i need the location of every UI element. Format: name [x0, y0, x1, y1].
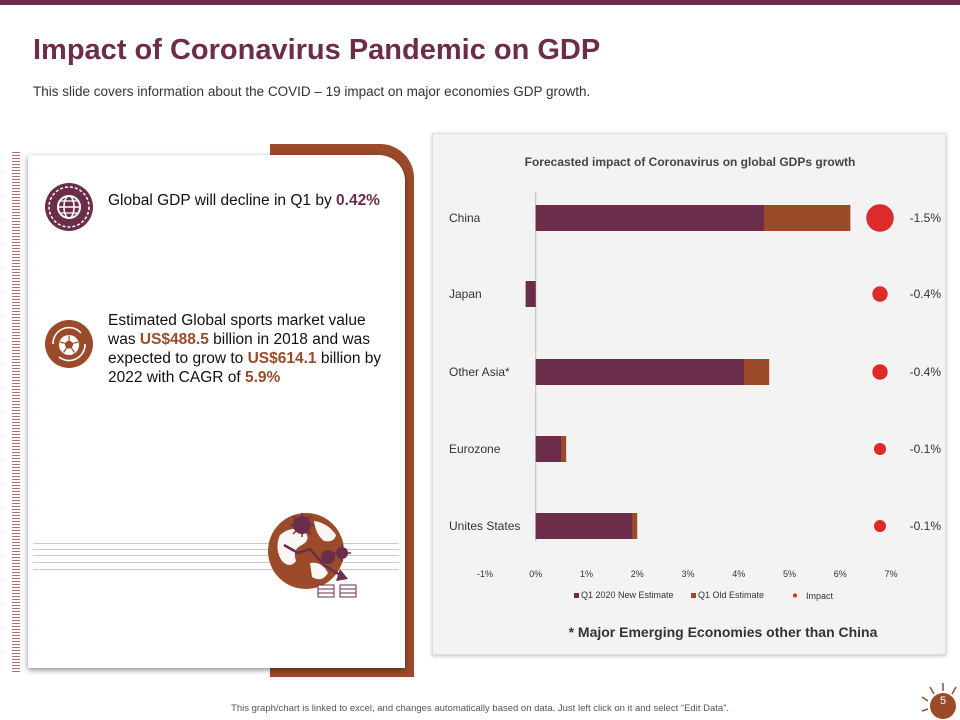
page-number: 5: [939, 695, 947, 707]
category-label: Other Asia*: [449, 365, 510, 379]
x-tick-label: 7%: [884, 569, 897, 579]
legend-label-new: Q1 2020 New Estimate: [581, 590, 674, 600]
legend-swatch-impact: [793, 593, 797, 598]
sports-market-2022-value: US$614.1: [247, 350, 317, 367]
top-accent-bar: [0, 0, 960, 5]
decorative-lines: [33, 543, 399, 573]
sports-market-2018-value: US$488.5: [139, 331, 209, 348]
impact-dot: [872, 286, 888, 302]
impact-dot: [873, 442, 887, 456]
x-tick-label: 0%: [529, 569, 542, 579]
page-subtitle: This slide covers information about the …: [33, 84, 591, 99]
footer-note: This graph/chart is linked to excel, and…: [231, 703, 729, 714]
impact-label: -0.1%: [910, 519, 942, 533]
bar-new-estimate: [525, 281, 536, 307]
category-label: Unites States: [449, 519, 520, 533]
impact-dot: [872, 364, 888, 380]
x-tick-label: 3%: [681, 569, 694, 579]
category-label: Japan: [449, 287, 482, 301]
impact-label: -0.1%: [910, 442, 942, 456]
point-text-part: billion by 2022 with CAGR of: [108, 350, 382, 386]
page-number-badge: [914, 681, 960, 720]
globe-icon: [45, 183, 93, 231]
x-tick-label: 6%: [834, 569, 847, 579]
category-label: China: [449, 211, 481, 225]
impact-label: -0.4%: [910, 365, 942, 379]
bar-new-estimate: [535, 359, 744, 385]
info-panel: [28, 155, 405, 668]
x-tick-label: 2%: [631, 569, 644, 579]
gdp-decline-text: Global GDP will decline in Q1 by 0.42%: [108, 191, 388, 210]
point-text-part: billion in 2018 and was expected to grow…: [108, 331, 370, 367]
page-title: Impact of Coronavirus Pandemic on GDP: [33, 34, 601, 66]
category-label: Eurozone: [449, 442, 501, 456]
impact-label: -0.4%: [910, 287, 942, 301]
gdp-decline-value: 0.42%: [336, 192, 380, 209]
legend-swatch-old: [691, 593, 696, 598]
bar-new-estimate: [535, 205, 765, 231]
virus-globe-illustration: [262, 505, 372, 605]
decorative-hatch: [12, 152, 20, 672]
x-tick-label: 5%: [783, 569, 796, 579]
legend-swatch-new: [574, 593, 579, 598]
x-tick-label: 4%: [732, 569, 745, 579]
legend-label-old: Q1 Old Estimate: [698, 590, 764, 600]
bar-new-estimate: [535, 436, 562, 462]
impact-label: -1.5%: [910, 211, 942, 225]
x-tick-label: 1%: [580, 569, 593, 579]
chart-note: * Major Emerging Economies other than Ch…: [569, 624, 878, 640]
point-text-part: Global GDP will decline in Q1 by: [108, 192, 337, 209]
gdp-impact-chart: Forecasted impact of Coronavirus on glob…: [432, 133, 946, 655]
bar-new-estimate: [535, 513, 633, 539]
cagr-value: 5.9%: [244, 369, 281, 386]
chart-canvas: Forecasted impact of Coronavirus on glob…: [449, 155, 942, 640]
impact-dot: [873, 519, 887, 533]
chart-title: Forecasted impact of Coronavirus on glob…: [525, 155, 856, 169]
legend-label-impact: Impact: [806, 591, 834, 601]
point-text-part: Estimated Global sports market value was: [108, 312, 366, 348]
impact-dot: [866, 204, 894, 232]
sports-market-text: Estimated Global sports market value was…: [108, 311, 393, 387]
soccer-ball-icon: [45, 320, 93, 368]
x-tick-label: -1%: [477, 569, 493, 579]
